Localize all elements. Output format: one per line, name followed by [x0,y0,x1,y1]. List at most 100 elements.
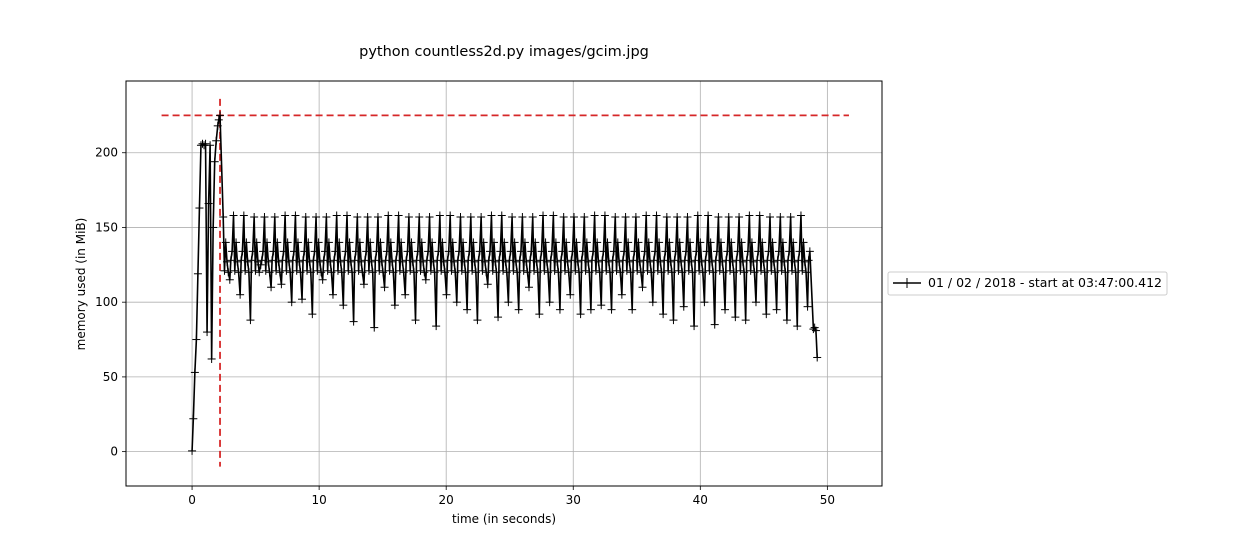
data-point-marker [793,322,802,331]
data-point-marker [741,316,750,325]
data-point-marker [558,247,567,256]
data-point-marker [724,212,733,221]
data-point-marker [780,257,789,266]
data-point-marker [475,247,484,256]
data-point-marker [762,310,771,319]
data-point-marker [385,266,394,275]
data-point-marker [759,257,768,266]
data-point-marker [541,238,550,247]
data-point-marker [771,268,780,277]
data-point-marker [398,257,407,266]
data-point-marker [315,257,324,266]
data-point-marker [710,320,719,329]
data-point-marker [261,266,270,275]
data-point-marker [811,326,820,335]
data-point-marker [535,310,544,319]
data-point-marker [675,238,684,247]
data-point-marker [480,257,489,266]
data-point-marker [257,256,266,265]
data-point-marker [275,268,284,277]
data-point-marker [683,212,692,221]
data-point-marker [474,256,483,265]
data-point-marker [624,238,633,247]
data-point-marker [333,266,342,275]
data-point-marker [287,298,296,307]
data-point-marker [460,257,469,266]
y-tick-label: 100 [95,295,118,309]
data-point-marker [265,268,274,277]
data-point-marker [766,212,775,221]
data-point-marker [679,302,688,311]
plot-area-frame [125,80,883,487]
data-point-marker [204,199,213,208]
data-point-marker [250,212,259,221]
data-point-marker [289,247,298,256]
data-point-marker [298,295,307,304]
data-point-marker [484,256,493,265]
data-point-marker [721,305,730,314]
data-point-marker [303,266,312,275]
data-point-marker [223,257,232,266]
data-point-marker [301,212,310,221]
data-point-marker [696,238,705,247]
data-point-marker [314,238,323,247]
data-point-marker [220,266,229,275]
data-point-marker [393,247,402,256]
data-point-marker [640,247,649,256]
data-point-marker [738,257,747,266]
data-point-marker [701,256,710,265]
data-point-marker [388,257,397,266]
data-point-marker [590,211,599,220]
data-point-marker [670,256,679,265]
data-point-marker [769,257,778,266]
data-point-marker [514,305,523,314]
data-point-marker [471,268,480,277]
data-point-marker [785,247,794,256]
data-point-marker [713,247,722,256]
data-point-marker [209,223,218,232]
data-point-marker [278,256,287,265]
data-point-marker [286,268,295,277]
data-point-marker [210,157,219,166]
data-point-marker [317,268,326,277]
data-point-marker [409,268,418,277]
x-axis-ticks: 0 10 20 30 40 50 [188,486,835,507]
data-point-marker [259,247,268,256]
data-point-marker [341,247,350,256]
data-point-marker [638,283,647,292]
data-point-marker [686,238,695,247]
data-point-marker [539,211,548,220]
data-point-marker [434,247,443,256]
data-point-marker [359,280,368,289]
data-point-marker [659,310,668,319]
data-point-marker [412,256,421,265]
data-point-marker [682,247,691,256]
data-point-marker [566,290,575,299]
data-point-marker [272,266,281,275]
data-point-marker [553,257,562,266]
data-point-marker [351,247,360,256]
data-point-marker [714,212,723,221]
data-point-marker [794,256,803,265]
data-point-marker [312,212,321,221]
data-point-marker [575,268,584,277]
data-point-marker [634,238,643,247]
data-point-marker [236,290,245,299]
data-point-marker [348,268,357,277]
data-point-marker [377,257,386,266]
data-point-marker [339,301,348,310]
data-point-marker [781,268,790,277]
data-point-marker [589,247,598,256]
data-point-marker [518,212,527,221]
data-point-marker [782,316,791,325]
data-point-marker [804,256,813,265]
data-point-marker [345,238,354,247]
data-point-marker [241,266,250,275]
data-point-marker [635,257,644,266]
data-point-marker [402,256,411,265]
data-point-marker [736,266,745,275]
data-point-marker [630,247,639,256]
data-point-marker [488,266,497,275]
data-point-marker [252,238,261,247]
data-point-marker [549,211,558,220]
